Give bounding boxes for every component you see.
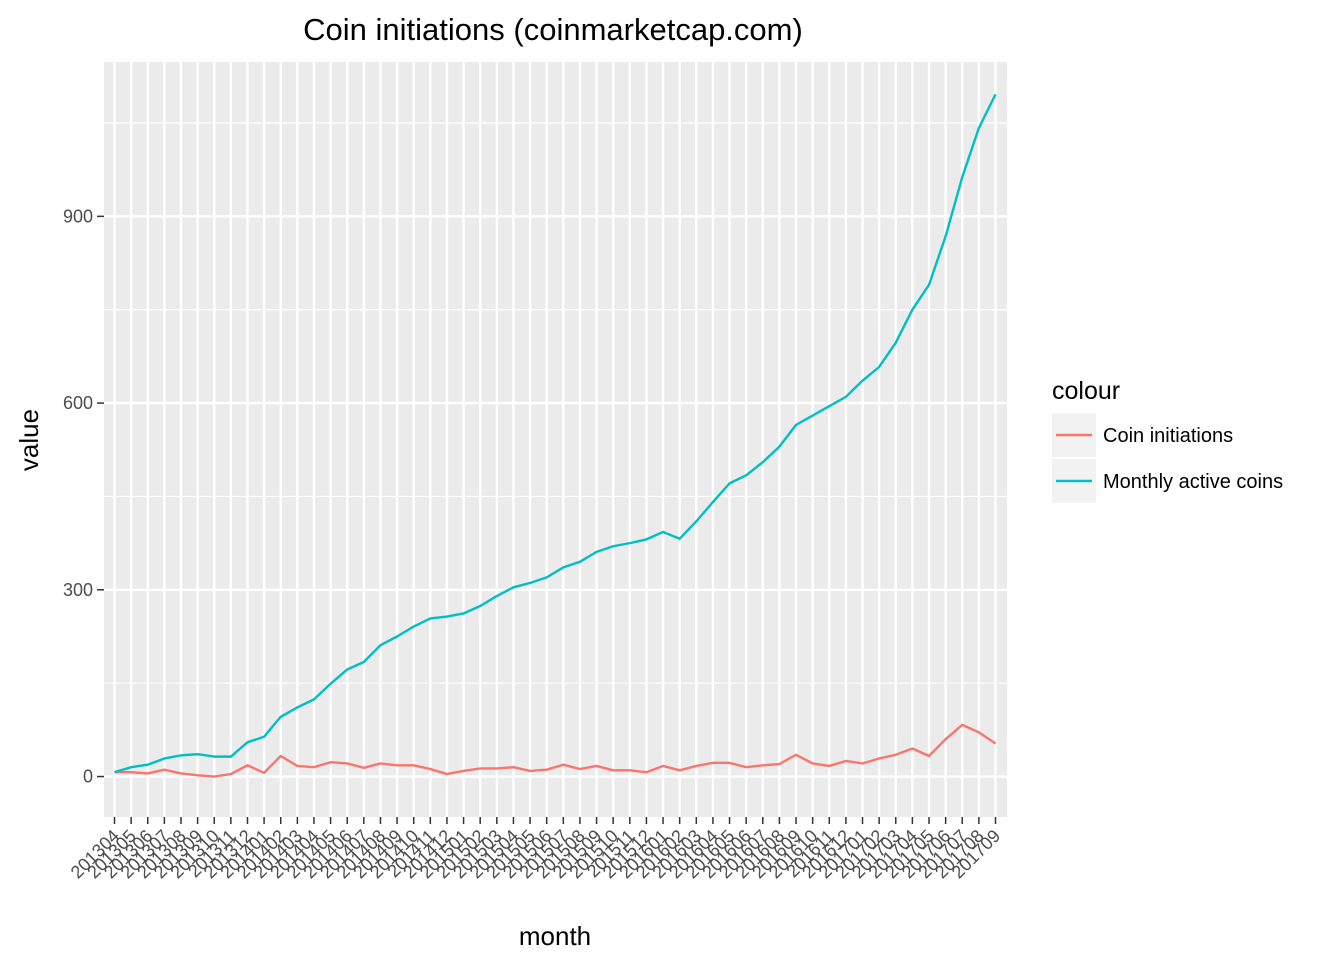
y-tick-label: 900 <box>63 206 93 226</box>
x-axis-title: month <box>519 921 591 951</box>
legend: colour Coin initiations Monthly active co… <box>1052 377 1283 503</box>
grid-lines <box>104 62 1007 817</box>
legend-label: Coin initiations <box>1103 425 1233 447</box>
y-tick-label: 600 <box>63 393 93 413</box>
legend-label: Monthly active coins <box>1103 471 1283 493</box>
y-axis: 0 300 600 900 <box>63 206 104 787</box>
legend-title: colour <box>1052 377 1120 405</box>
y-axis-title: value <box>14 409 44 471</box>
series-lines <box>114 93 997 778</box>
chart-title: Coin initiations (coinmarketcap.com) <box>303 12 803 47</box>
y-tick-label: 300 <box>63 580 93 600</box>
y-tick-label: 0 <box>83 767 93 787</box>
plot-panel <box>104 62 1007 817</box>
x-axis: 2013042013052013062013072013082013092013… <box>67 817 1004 882</box>
series-line-0 <box>114 723 997 778</box>
series-line-1 <box>114 93 997 774</box>
